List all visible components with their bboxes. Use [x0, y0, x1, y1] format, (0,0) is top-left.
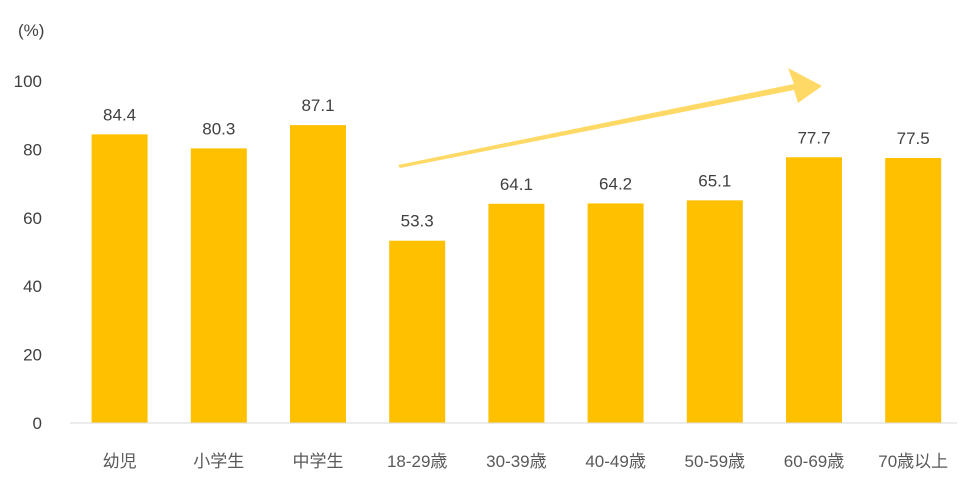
x-category-label: 小学生	[193, 452, 244, 471]
y-tick-label: 80	[23, 140, 42, 159]
bar-value-label: 87.1	[301, 96, 334, 115]
x-category-label: 70歳以上	[878, 452, 948, 471]
x-category-label: 40-49歳	[585, 452, 645, 471]
bar-value-label: 77.5	[897, 129, 930, 148]
bar	[190, 148, 247, 423]
trend-arrow	[398, 68, 822, 168]
y-axis-ticks: 0 20 40 60 80 100	[14, 72, 42, 433]
bar-value-label: 80.3	[202, 119, 235, 138]
y-tick-label: 100	[14, 72, 42, 91]
bar	[389, 240, 446, 423]
bar	[91, 134, 148, 424]
bar	[885, 157, 942, 423]
y-tick-label: 40	[23, 277, 42, 296]
data-labels: 84.4 80.3 87.1 53.3 64.1 64.2 65.1 77.7 77.5	[103, 96, 930, 231]
bar	[587, 203, 644, 423]
x-axis-category-labels: 幼児 小学生 中学生 18-29歳 30-39歳 40-49歳 50-59歳 60-69歳 70…	[103, 452, 949, 471]
y-axis-unit-label: (%)	[18, 21, 44, 40]
x-category-label: 50-59歳	[685, 452, 745, 471]
y-tick-label: 0	[33, 414, 42, 433]
bar-value-label: 64.1	[500, 175, 533, 194]
bar	[290, 125, 346, 424]
x-category-label: 60-69歳	[784, 452, 844, 471]
x-category-label: 幼児	[103, 452, 137, 471]
bar-value-label: 64.2	[599, 174, 632, 193]
x-category-label: 中学生	[293, 452, 344, 471]
bar	[686, 200, 743, 423]
bar	[786, 157, 842, 424]
bar-series	[91, 125, 942, 424]
x-category-label: 30-39歳	[486, 452, 546, 471]
bar	[488, 203, 545, 423]
x-category-label: 18-29歳	[387, 452, 447, 471]
y-tick-label: 60	[23, 209, 42, 228]
bar-value-label: 77.7	[797, 128, 830, 147]
y-tick-label: 20	[23, 346, 42, 365]
bar-value-label: 53.3	[401, 212, 434, 231]
bar-value-label: 65.1	[698, 171, 731, 190]
bar-value-label: 84.4	[103, 105, 136, 124]
